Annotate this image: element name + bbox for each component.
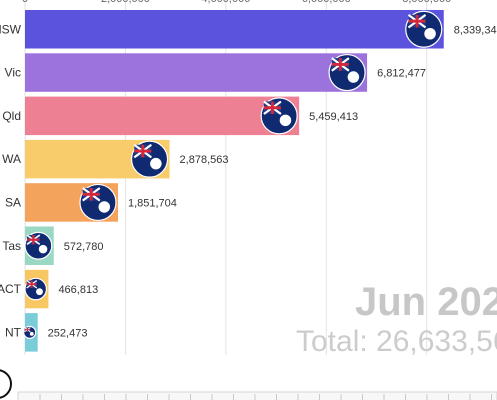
timeline-ticks [39, 394, 492, 400]
bar-group: NSW 8,339,347 [0, 10, 497, 49]
bar [25, 10, 444, 49]
category-label: ACT [0, 282, 22, 296]
category-label: Vic [5, 66, 21, 80]
value-label: 572,780 [64, 241, 104, 253]
state-flag-icon [130, 140, 169, 178]
bar-group: SA 1,851,704 [5, 183, 177, 222]
state-flag-icon [23, 325, 37, 339]
state-flag-icon [24, 231, 53, 260]
date-label: Jun 2022 [355, 280, 497, 324]
x-tick-label: 8,000,000 [402, 0, 451, 5]
x-tick-label: 6,000,000 [302, 0, 351, 5]
x-tick-label: 4,000,000 [201, 0, 250, 5]
value-label: 1,851,704 [128, 197, 177, 209]
state-flag-icon [260, 97, 298, 135]
x-tick-label: 2,000,000 [101, 0, 150, 5]
value-label: 466,813 [58, 284, 98, 296]
x-tick-label: 0 [22, 0, 28, 5]
value-label: 6,812,477 [377, 68, 426, 80]
bar-group: Vic 6,812,477 [5, 53, 426, 92]
timeline-scrubber[interactable] [17, 391, 497, 400]
value-label: 2,878,563 [180, 154, 229, 166]
bar-group: Tas 572,780 [2, 226, 104, 265]
play-button[interactable] [0, 369, 12, 399]
category-label: SA [5, 195, 21, 209]
category-label: Qld [2, 109, 21, 123]
value-label: 252,473 [48, 327, 88, 339]
bar [25, 96, 300, 136]
bar-group: Qld 5,459,413 [2, 96, 358, 136]
bar-group: WA 2,878,563 [2, 139, 229, 179]
state-flag-icon [328, 53, 366, 92]
bar [25, 53, 368, 92]
category-label: NSW [0, 22, 22, 36]
category-label: WA [2, 152, 21, 166]
bar-group: ACT 466,813 [0, 269, 98, 309]
bar-group: NT 252,473 [5, 313, 87, 352]
value-label: 5,459,413 [309, 111, 358, 123]
value-label: 8,339,347 [454, 24, 497, 36]
total-label: Total: 26,633,568 [296, 325, 497, 358]
x-axis-ticks: 0 2,000,000 4,000,000 6,000,000 8,000,000 [22, 0, 451, 5]
state-flag-icon [79, 183, 117, 222]
state-flag-icon [24, 277, 48, 301]
state-flag-icon [405, 10, 443, 48]
bars: NSW 8,339,347 Vic 6,812,477 Qld 5,459,413 WA 2,… [0, 10, 497, 352]
category-label: NT [5, 325, 22, 339]
category-label: Tas [2, 239, 21, 253]
